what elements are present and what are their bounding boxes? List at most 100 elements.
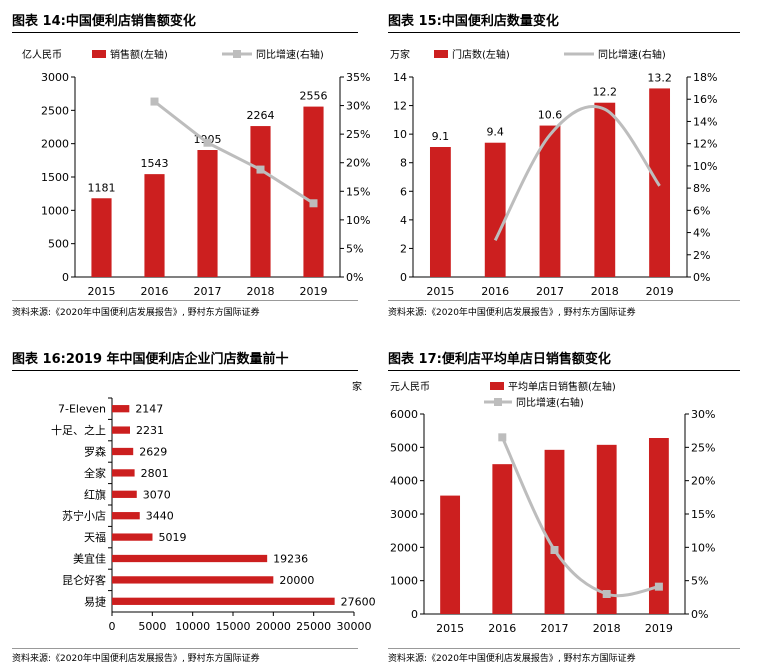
category-label: 红旗: [84, 487, 106, 501]
y2-tick-label: 8%: [693, 182, 710, 195]
y-tick-label: 6: [400, 185, 407, 198]
growth-point: [654, 582, 663, 591]
bar-value-label: 13.2: [647, 71, 672, 84]
bar-value-label: 9.1: [432, 130, 450, 143]
category-label: 7-Eleven: [58, 403, 106, 416]
y-tick-label: 0: [400, 271, 407, 284]
source-note: 资料来源:《2020年中国便利店发展报告》, 野村东方国际证券: [12, 308, 260, 318]
y-tick-label: 3000: [41, 71, 69, 84]
x-tick-label: 2017: [194, 285, 222, 298]
y2-tick-label: 15%: [691, 508, 715, 521]
bar-value-label: 20000: [279, 574, 314, 587]
chart-title: 图表 16:2019 年中国便利店企业门店数量前十: [12, 352, 289, 367]
growth-point: [602, 590, 611, 598]
y-tick-label: 5000: [390, 441, 418, 454]
bar: [492, 464, 513, 614]
title-rule: [388, 32, 740, 33]
y2-tick-label: 25%: [691, 441, 715, 454]
x-tick-label: 20000: [256, 620, 291, 633]
x-tick-label: 2015: [88, 285, 116, 298]
growth-line: [153, 100, 315, 205]
bar-value-label: 5019: [158, 531, 186, 544]
bar-value-label: 1543: [141, 157, 169, 170]
bar-value-label: 2556: [300, 90, 328, 103]
y2-tick-label: 4%: [693, 227, 710, 240]
x-tick-label: 0: [109, 620, 116, 633]
y2-tick-label: 18%: [693, 71, 717, 84]
legend-marker-swatch: [233, 50, 241, 58]
source-note: 资料来源:《2020年中国便利店发展报告》, 野村东方国际证券: [12, 654, 260, 664]
y2-tick-label: 16%: [693, 93, 717, 106]
bar-value-label: 19236: [273, 553, 308, 566]
bar: [648, 438, 669, 614]
category-label: 苏宁小店: [62, 509, 106, 523]
y2-tick-label: 14%: [693, 115, 717, 128]
y-tick-label: 2000: [390, 541, 418, 554]
legend-label: 门店数(左轴): [452, 48, 510, 61]
y2-tick-label: 35%: [346, 71, 370, 84]
legend-marker-swatch: [494, 398, 502, 406]
growth-line: [493, 105, 661, 242]
chart-canvas: 万家 门店数(左轴) 同比增速(右轴) 0 2 4 6 8 10 12 14 0% 2% 4% 6% 8% 10…: [390, 48, 717, 298]
bar: [303, 106, 324, 277]
y2-tick-label: 10%: [691, 541, 715, 554]
growth-point: [150, 97, 159, 106]
bar-value-label: 2801: [141, 467, 169, 480]
y-axis-unit-label: 亿人民币: [22, 48, 62, 61]
x-tick-label: 2019: [646, 285, 674, 298]
bar-value-label: 27600: [341, 595, 376, 608]
y2-tick-label: 5%: [691, 575, 708, 588]
y-tick-label: 1000: [390, 575, 418, 588]
x-tick-label: 2016: [141, 285, 169, 298]
y-axis-unit-label: 万家: [390, 48, 410, 61]
x-tick-label: 2017: [541, 622, 569, 635]
bar-value-label: 2147: [135, 403, 163, 416]
y-tick-label: 2: [400, 242, 407, 255]
category-label: 易捷: [84, 594, 106, 608]
y-tick-label: 10: [393, 128, 407, 141]
y-tick-label: 500: [48, 238, 69, 251]
growth-point: [203, 138, 212, 147]
bar: [112, 469, 135, 477]
bar: [112, 576, 274, 584]
source-rule: [388, 648, 740, 649]
y-tick-label: 12: [393, 100, 407, 113]
bar-value-label: 1181: [88, 181, 116, 194]
category-label: 美宜佳: [73, 552, 106, 566]
bar: [596, 444, 617, 614]
growth-point: [550, 546, 559, 554]
x-tick-label: 2018: [247, 285, 275, 298]
source-note: 资料来源:《2020年中国便利店发展报告》, 野村东方国际证券: [388, 308, 636, 318]
bar: [144, 174, 165, 277]
chart-title: 图表 14:中国便利店销售额变化: [12, 14, 196, 29]
bar-value-label: 12.2: [593, 86, 618, 99]
y2-tick-label: 30%: [346, 100, 370, 113]
y-tick-label: 4000: [390, 475, 418, 488]
x-tick-label: 2019: [645, 622, 673, 635]
bar: [544, 449, 565, 614]
y-tick-label: 2500: [41, 104, 69, 117]
bar-value-label: 9.4: [486, 126, 504, 139]
bar: [112, 597, 335, 605]
y2-tick-label: 10%: [346, 214, 370, 227]
y2-tick-label: 30%: [691, 408, 715, 421]
y2-tick-label: 0%: [346, 271, 363, 284]
bar: [440, 495, 461, 614]
category-label: 天福: [84, 530, 106, 544]
bar: [112, 490, 137, 498]
legend-label: 同比增速(右轴): [598, 48, 666, 61]
chart-title: 图表 17:便利店平均单店日销售额变化: [388, 352, 611, 367]
bar: [91, 198, 112, 277]
bar-value-label: 3440: [146, 510, 174, 523]
y2-tick-label: 15%: [346, 185, 370, 198]
x-tick-label: 2018: [591, 285, 619, 298]
y2-tick-label: 2%: [693, 249, 710, 262]
x-tick-label: 5000: [138, 620, 166, 633]
legend-label: 销售额(左轴): [110, 48, 168, 61]
growth-point: [309, 199, 318, 208]
x-axis-unit-label: 家: [352, 380, 362, 393]
bar: [112, 512, 140, 520]
bar-value-label: 3070: [143, 488, 171, 501]
legend-bar-swatch: [434, 50, 448, 58]
title-rule: [12, 370, 358, 371]
